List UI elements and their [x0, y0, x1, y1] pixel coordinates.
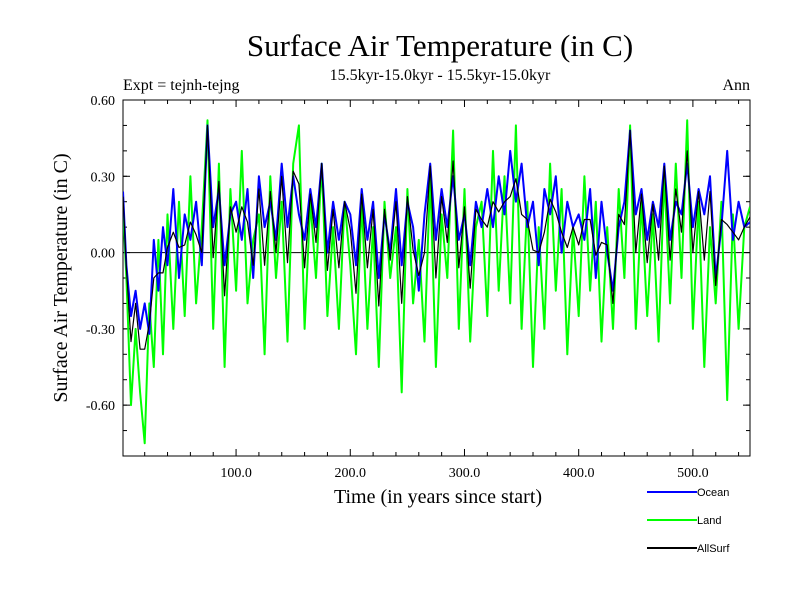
y-tick-label: 0.00 [91, 247, 116, 262]
experiment-label: Expt = tejnh-tejng [123, 77, 240, 94]
x-tick-label: 100.0 [220, 466, 252, 481]
x-axis-label: Time (in years since start) [334, 486, 542, 508]
legend: Ocean Land AllSurf [647, 487, 730, 555]
x-tick-label: 200.0 [335, 466, 367, 481]
y-tick-label: 0.60 [91, 94, 116, 109]
y-tick-label: 0.30 [91, 170, 116, 185]
chart-subtitle: 15.5kyr-15.0kyr - 15.5kyr-15.0kyr [330, 67, 551, 84]
series-group [123, 119, 750, 445]
legend-label-land: Land [697, 515, 721, 527]
chart-title: Surface Air Temperature (in C) [247, 28, 633, 63]
legend-label-allsurf: AllSurf [697, 543, 730, 555]
series-line-land [123, 119, 750, 445]
legend-label-ocean: Ocean [697, 487, 729, 499]
x-axis: 100.0 200.0 300.0 400.0 500.0 [144, 100, 740, 481]
y-tick-label: -0.60 [86, 399, 115, 414]
season-label: Ann [722, 77, 750, 94]
series-line-allsurf [123, 124, 750, 350]
x-tick-label: 300.0 [449, 466, 481, 481]
x-tick-label: 400.0 [563, 466, 595, 481]
x-tick-label: 500.0 [677, 466, 709, 481]
y-axis: -0.60 -0.30 0.00 0.30 0.60 [86, 94, 750, 457]
y-tick-label: -0.30 [86, 323, 115, 338]
y-axis-label: Surface Air Temperature (in C) [50, 153, 72, 402]
